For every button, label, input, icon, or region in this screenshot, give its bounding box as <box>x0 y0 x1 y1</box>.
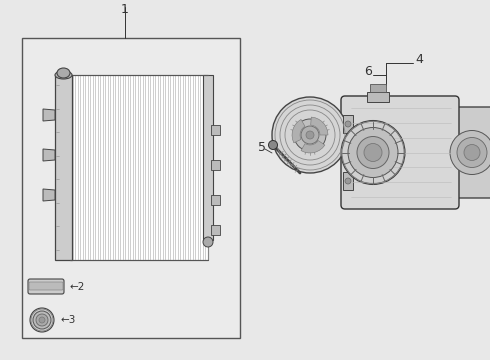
Bar <box>367 92 389 102</box>
Ellipse shape <box>57 68 70 78</box>
Bar <box>211 195 220 205</box>
Text: ←2: ←2 <box>69 282 84 292</box>
Text: 5: 5 <box>258 140 266 153</box>
FancyBboxPatch shape <box>28 279 64 294</box>
Text: 4: 4 <box>415 53 423 66</box>
Ellipse shape <box>55 71 72 79</box>
Bar <box>55 75 72 260</box>
Circle shape <box>203 237 213 247</box>
Circle shape <box>301 126 319 144</box>
Bar <box>22 38 240 338</box>
Polygon shape <box>311 117 328 135</box>
Circle shape <box>364 144 382 162</box>
Bar <box>211 225 220 235</box>
Circle shape <box>39 317 45 323</box>
Text: 6: 6 <box>364 64 372 77</box>
Bar <box>211 160 220 170</box>
Polygon shape <box>43 149 55 161</box>
Circle shape <box>464 144 480 161</box>
Circle shape <box>36 314 48 326</box>
Polygon shape <box>43 189 55 201</box>
Circle shape <box>30 308 54 332</box>
Circle shape <box>341 121 405 185</box>
Polygon shape <box>292 120 305 143</box>
Circle shape <box>272 97 348 173</box>
FancyBboxPatch shape <box>341 96 459 209</box>
Circle shape <box>294 119 326 151</box>
Circle shape <box>345 178 351 184</box>
Bar <box>343 115 353 133</box>
Polygon shape <box>43 109 55 121</box>
Circle shape <box>450 130 490 175</box>
Text: ←3: ←3 <box>60 315 75 325</box>
Circle shape <box>348 127 398 177</box>
Circle shape <box>269 140 277 149</box>
Circle shape <box>306 131 314 139</box>
Bar <box>203 75 213 240</box>
Circle shape <box>345 121 351 127</box>
Circle shape <box>33 311 51 329</box>
Polygon shape <box>301 141 325 153</box>
FancyBboxPatch shape <box>29 282 63 290</box>
Bar <box>211 125 220 135</box>
Bar <box>343 172 353 190</box>
Bar <box>370 84 386 92</box>
FancyBboxPatch shape <box>448 107 490 198</box>
Text: 1: 1 <box>121 3 129 16</box>
Circle shape <box>357 136 389 168</box>
Circle shape <box>457 138 487 167</box>
Polygon shape <box>70 75 208 260</box>
